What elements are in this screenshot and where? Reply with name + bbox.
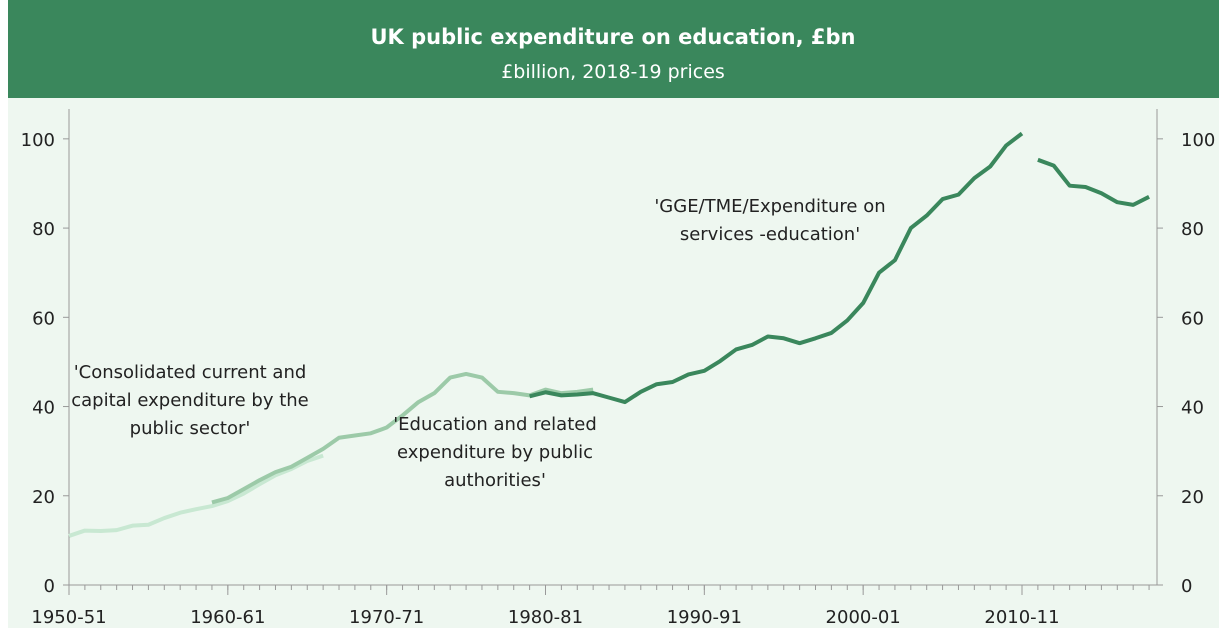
y2-tick-label: 100 — [1181, 130, 1215, 151]
y-tick-label: 20 — [32, 487, 55, 508]
y-tick-label: 40 — [32, 398, 55, 419]
series-annotation: 'Consolidated current and capital expendi… — [71, 362, 309, 439]
y-tick-label: 100 — [21, 130, 55, 151]
chart-title: UK public expenditure on education, £bn — [371, 25, 856, 49]
y-tick-label: 0 — [44, 576, 55, 597]
x-tick-label: 1990-91 — [667, 607, 742, 628]
x-tick-label: 1970-71 — [349, 607, 424, 628]
y-tick-label: 80 — [32, 219, 55, 240]
x-tick-label: 1980-81 — [508, 607, 583, 628]
series-annotation: 'Education and related expenditure by pub… — [393, 414, 597, 491]
x-tick-label: 1950-51 — [31, 607, 106, 628]
series-line — [529, 131, 1150, 405]
y2-tick-label: 80 — [1181, 219, 1204, 240]
x-tick-label: 2010-11 — [984, 607, 1059, 628]
chart-subtitle: £billion, 2018-19 prices — [501, 61, 725, 83]
y2-tick-label: 60 — [1181, 308, 1204, 329]
series-line — [68, 453, 324, 538]
y2-tick-label: 0 — [1181, 576, 1192, 597]
header — [8, 0, 1219, 98]
y2-tick-label: 20 — [1181, 487, 1204, 508]
x-tick-label: 2000-01 — [826, 607, 901, 628]
x-tick-label: 1960-61 — [190, 607, 265, 628]
y-tick-label: 60 — [32, 308, 55, 329]
y2-tick-label: 40 — [1181, 398, 1204, 419]
plot-background — [8, 98, 1219, 628]
series-annotation: 'GGE/TME/Expenditure on services -educati… — [654, 196, 885, 245]
